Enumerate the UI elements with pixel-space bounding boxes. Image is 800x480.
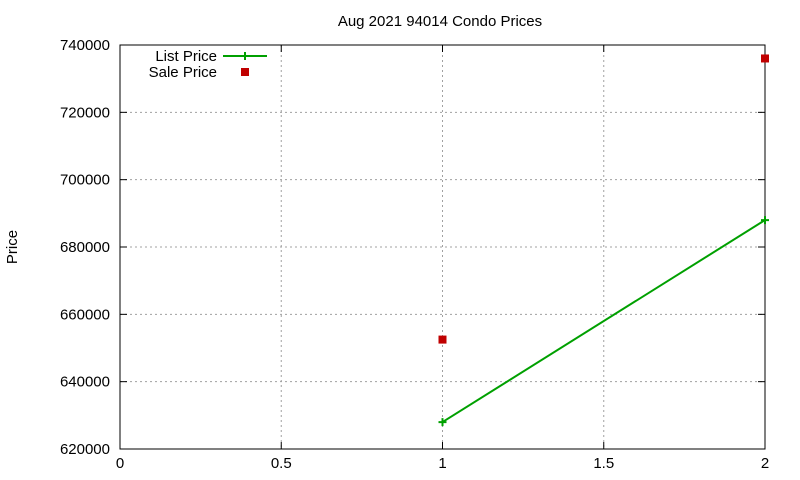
y-tick-label: 660000 [60,306,110,323]
y-tick-label: 700000 [60,172,110,189]
legend-marker [241,52,249,60]
legend-marker [241,68,249,76]
grid-layer [120,45,765,449]
data-point [761,54,769,63]
series-0 [438,216,769,427]
series-1 [438,54,769,344]
series-line [441,219,766,423]
x-tick-label: 1 [438,455,446,472]
x-tick-label: 0 [116,455,124,472]
chart-title: Aug 2021 94014 Condo Prices [338,13,542,30]
legend-label: List Price [155,48,217,65]
x-tick-label: 2 [761,455,769,472]
x-tick-label: 0.5 [271,455,292,472]
data-point [438,418,447,427]
plot-frame [119,44,766,450]
series-layer [438,54,769,427]
data-point [438,335,447,344]
y-tick-label: 720000 [60,104,110,121]
y-axis-label: Price [4,230,21,264]
legend-label: Sale Price [149,64,217,81]
data-point [761,216,769,225]
y-tick-label: 640000 [60,374,110,391]
y-tick-label: 740000 [60,37,110,54]
y-tick-label: 620000 [60,441,110,458]
tick-layer: 0 0.5 1 1.5 2 620000 640000 660000 680000 700000 7… [60,37,769,472]
x-tick-label: 1.5 [593,455,614,472]
y-tick-label: 680000 [60,239,110,256]
